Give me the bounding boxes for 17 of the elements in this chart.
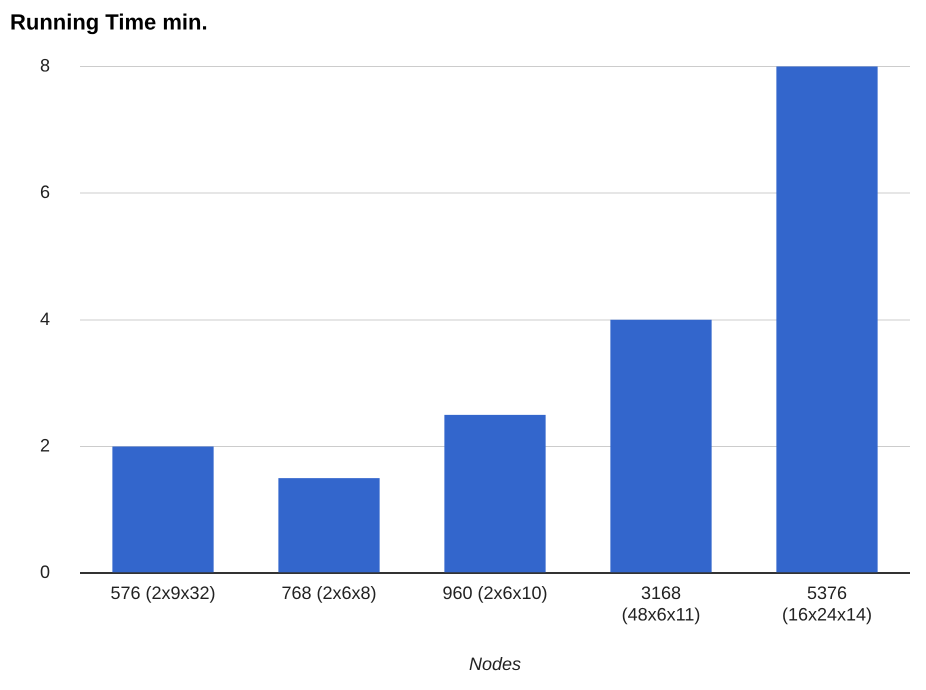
x-tick-label: 3168 (48x6x11): [622, 582, 700, 625]
x-tick-label: 960 (2x6x10): [442, 582, 548, 603]
y-tick-label: 0: [40, 562, 50, 582]
bar: [776, 66, 878, 572]
x-tick-label: 5376 (16x24x14): [782, 582, 872, 625]
bar: [112, 446, 214, 572]
y-tick-label: 2: [40, 435, 50, 456]
y-tick-label: 4: [40, 308, 50, 329]
x-axis-title: Nodes: [468, 654, 522, 674]
bar: [610, 320, 712, 572]
y-tick-label: 6: [40, 182, 50, 202]
chart-title: Running Time min.: [10, 9, 208, 34]
bar: [278, 478, 380, 572]
y-tick-label: 8: [40, 55, 50, 76]
bar: [444, 414, 546, 572]
x-tick-label: 576 (2x9x32): [110, 582, 216, 603]
x-tick-label: 768 (2x6x8): [281, 582, 377, 603]
